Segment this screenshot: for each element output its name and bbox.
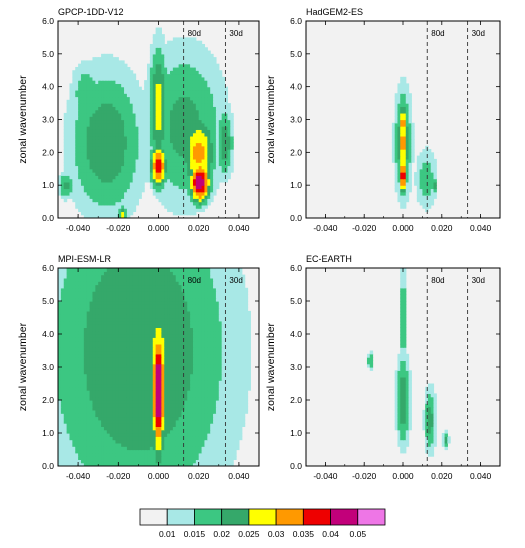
- y-tick-label: 0.0: [290, 213, 302, 223]
- x-tick-label: 0.040: [228, 223, 250, 233]
- contour-cell: [193, 37, 196, 41]
- x-tick-label: -0.040: [313, 223, 337, 233]
- y-tick-label: 4.0: [290, 82, 302, 92]
- y-tick-label: 6.0: [290, 16, 302, 26]
- x-tick-label: -0.020: [352, 223, 376, 233]
- contour-cell: [199, 41, 202, 45]
- contour-cell: [403, 77, 406, 81]
- reference-label-30d: 30d: [472, 29, 485, 38]
- x-tick-label: 0.020: [188, 223, 210, 233]
- panel-title: HadGEM2-ES: [306, 7, 363, 17]
- y-tick-label: 1.0: [42, 180, 54, 190]
- y-axis-title: zonal wavenumber: [265, 75, 277, 164]
- contour-cell: [121, 60, 124, 64]
- y-tick-label: 4.0: [42, 82, 54, 92]
- y-tick-label: 6.0: [42, 16, 54, 26]
- y-tick-label: 1.0: [290, 180, 302, 190]
- panel-title: GPCP-1DD-V12: [58, 7, 124, 17]
- y-tick-label: 5.0: [290, 49, 302, 59]
- reference-label-80d: 80d: [188, 29, 201, 38]
- x-tick-label: 0.020: [431, 223, 453, 233]
- y-tick-label: 3.0: [42, 115, 54, 125]
- y-tick-label: 5.0: [42, 49, 54, 59]
- x-tick-label: 0.000: [392, 223, 414, 233]
- reference-label-80d: 80d: [431, 29, 444, 38]
- x-tick-label: 0.000: [148, 223, 170, 233]
- x-tick-label: -0.020: [106, 223, 130, 233]
- contour-cell: [115, 57, 118, 61]
- panel-3: 80d 30d-0.040 -0.020 0.000 0.020 0.0400.01.02…: [17, 254, 259, 481]
- y-tick-label: 2.0: [42, 147, 54, 157]
- panel-1: 80d 30d -0.040 -0.020 0.000 0.020 0.040 0.0 1.0 2…: [17, 7, 259, 233]
- y-tick-label: 3.0: [290, 115, 302, 125]
- x-tick-label: 0.040: [470, 223, 492, 233]
- y-axis-title: zonal wavenumber: [17, 75, 29, 164]
- panel-2: 80d 30d -0.040 -0.020 0.000 0.020 0.040 0.0 1.0 2…: [265, 7, 500, 233]
- contour-field: [58, 268, 251, 467]
- contour-cell: [159, 28, 162, 32]
- y-tick-label: 2.0: [290, 147, 302, 157]
- reference-label-30d: 30d: [229, 29, 242, 38]
- x-tick-label: -0.040: [66, 223, 90, 233]
- contour-cell: [110, 54, 113, 58]
- y-tick-label: 0.0: [42, 213, 54, 223]
